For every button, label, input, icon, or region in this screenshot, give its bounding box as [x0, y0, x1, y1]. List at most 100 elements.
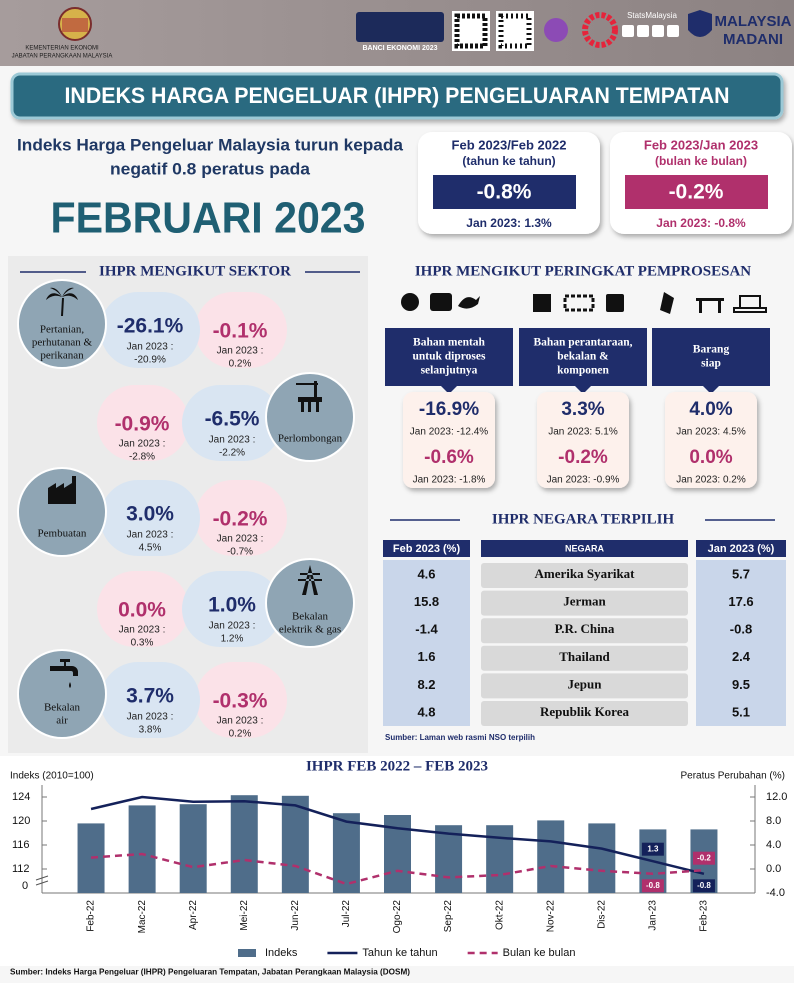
country-name: Jepun	[568, 676, 603, 691]
mom-pill	[97, 571, 189, 647]
sector-name: air	[56, 715, 68, 727]
sector-list: Pertanian,perhutanan &perikanan -26.1% Jan…	[17, 279, 355, 740]
country-name: Thailand	[559, 649, 610, 664]
yoy-pill	[182, 385, 282, 461]
column-header	[383, 540, 470, 557]
country-name: P.R. China	[555, 621, 615, 636]
sector-name: Perlombongan	[278, 433, 343, 445]
sector-circle	[265, 372, 355, 462]
column-bg	[696, 560, 786, 726]
x-tick-label: Feb-23	[699, 900, 710, 932]
logo-mark	[544, 18, 568, 42]
yoy-pill	[100, 480, 200, 556]
stage-card	[537, 392, 629, 488]
country-name: Republik Korea	[540, 704, 629, 719]
icon	[533, 294, 551, 312]
mom-value: -0.2%	[213, 508, 268, 531]
summary-previous: Jan 2023: -0.8%	[656, 216, 746, 230]
stage-yoy-prev: Jan 2023: 5.1%	[548, 427, 618, 438]
column-header-text: Feb 2023 (%)	[393, 543, 461, 555]
row-bg	[481, 701, 688, 726]
x-tick-label: Apr-22	[188, 900, 199, 930]
country-value: 17.6	[728, 594, 753, 609]
mom-pill	[195, 662, 287, 738]
value-label: -0.8	[697, 881, 711, 890]
icon	[660, 292, 674, 314]
yoy-value: 1.0%	[208, 594, 256, 617]
stage-mom: 0.0%	[689, 447, 732, 468]
sector-circle	[17, 279, 107, 369]
icon	[563, 294, 595, 312]
column-header	[696, 540, 786, 557]
column-header-text: NEGARA	[565, 543, 605, 553]
social-icon	[652, 25, 664, 37]
x-tick-label: Ogo-22	[392, 900, 403, 934]
mom-value: -0.9%	[115, 413, 170, 436]
sector-circle	[265, 558, 355, 648]
country-source: Sumber: Laman web rasmi NSO terpilih	[385, 733, 535, 742]
mom-pill	[195, 292, 287, 368]
social-icon	[667, 25, 679, 37]
summary-previous: Jan 2023: 1.3%	[466, 216, 552, 230]
stage-yoy-prev: Jan 2023: -12.4%	[410, 427, 488, 438]
social-icon	[622, 25, 634, 37]
icon	[458, 296, 480, 309]
yoy-pill	[100, 292, 200, 368]
stage-name: siap	[701, 358, 721, 370]
census-logo	[356, 12, 444, 42]
sector-name: perhutanan &	[32, 337, 93, 349]
column-header	[481, 540, 688, 557]
x-tick-label: Jul-22	[341, 900, 352, 928]
stage-heading: IHPR MENGIKUT PERINGKAT PEMPROSESAN	[415, 263, 751, 279]
value-label: -0.8	[646, 881, 660, 890]
intro-line: negatif 0.8 peratus pada	[110, 159, 311, 178]
yoy-pill	[182, 571, 282, 647]
yoy-value: -6.5%	[205, 408, 260, 431]
stage-mom: -0.2%	[558, 447, 608, 468]
yoy-prev: 4.5%	[139, 543, 162, 554]
stage-header	[652, 328, 770, 394]
y2-tick-label: -4.0	[766, 887, 785, 899]
yoy-prev: 1.2%	[221, 634, 244, 645]
x-tick-label: Sep-22	[443, 900, 454, 933]
legend-label: Tahun ke tahun	[362, 947, 437, 959]
sector-name: perikanan	[40, 350, 84, 362]
yoy-prev: -20.9%	[134, 355, 166, 366]
value-label-box	[692, 851, 715, 865]
summary-basis: (bulan ke bulan)	[655, 154, 747, 168]
stage-header	[519, 328, 647, 394]
stage-mom: -0.6%	[424, 447, 474, 468]
summary-value: -0.2%	[669, 181, 724, 204]
yoy-jan-label: Jan 2023 :	[127, 712, 174, 723]
yoy-jan-label: Jan 2023 :	[209, 435, 256, 446]
yoy-prev: 3.8%	[139, 725, 162, 736]
emblem-shield	[62, 18, 88, 32]
summary-basis: (tahun ke tahun)	[462, 154, 555, 168]
bar	[435, 825, 463, 893]
icon	[430, 293, 452, 311]
social-icon	[637, 25, 649, 37]
yoy-jan-label: Jan 2023 :	[127, 530, 174, 541]
page-title: INDEKS HARGA PENGELUAR (IHPR) PENGELUARA…	[65, 83, 730, 108]
mom-jan-label: Jan 2023 :	[217, 534, 264, 545]
stage-name: komponen	[557, 365, 609, 377]
sector-name: Pertanian,	[40, 324, 85, 336]
y2-tick-label: 12.0	[766, 791, 787, 803]
chart-title: IHPR FEB 2022 – FEB 2023	[306, 758, 488, 774]
x-tick-label: Mac-22	[137, 900, 148, 934]
y-axis-label: Indeks (2010=100)	[10, 771, 94, 782]
y-tick-label: 112	[12, 863, 30, 875]
yoy-jan-label: Jan 2023 :	[127, 342, 174, 353]
sector-icon	[298, 565, 322, 595]
country-table: Feb 2023 (%) NEGARA Jan 2023 (%) 4.6 Amerika…	[383, 540, 786, 726]
value-label: -0.2	[697, 853, 711, 862]
country-value: 9.5	[732, 677, 750, 692]
stage-yoy-prev: Jan 2023: 4.5%	[676, 427, 746, 438]
row-bg	[481, 618, 688, 644]
bar	[128, 805, 156, 893]
x-tick-label: Okt-22	[494, 900, 505, 930]
y2-axis-label: Peratus Perubahan (%)	[680, 771, 785, 782]
bar	[332, 813, 360, 893]
